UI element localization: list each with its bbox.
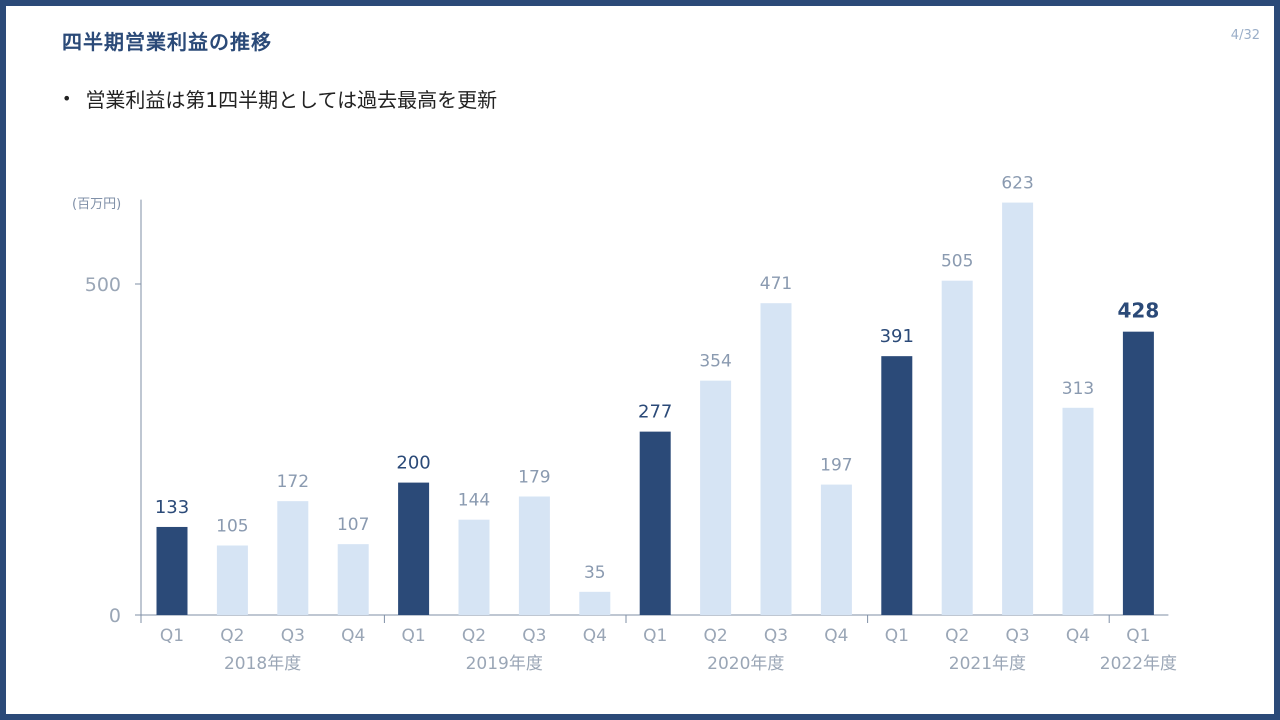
data-label: 313 [1062,379,1094,399]
bar [277,501,309,615]
data-label: 179 [518,468,550,488]
data-label: 133 [155,497,189,518]
bar [216,545,248,615]
bar [1062,407,1094,615]
bar [639,431,671,615]
quarter-label: Q1 [1126,626,1150,646]
data-label: 35 [584,563,606,583]
quarter-label: Q2 [945,626,969,646]
year-label: 2020年度 [707,654,784,674]
quarter-label: Q2 [220,626,244,646]
bar [518,496,550,615]
year-label: 2021年度 [949,654,1026,674]
data-label: 277 [638,402,672,423]
data-label: 471 [760,274,792,294]
bar [156,526,188,615]
data-label: 354 [699,352,731,372]
bar [398,482,430,615]
quarter-label: Q4 [341,626,365,646]
bar [337,544,369,615]
bar [760,303,792,615]
year-label: 2022年度 [1100,654,1177,674]
bar [1122,331,1154,615]
bar [458,519,490,615]
quarter-label: Q1 [643,626,667,646]
bar [820,484,852,615]
quarter-label: Q4 [1066,626,1090,646]
y-tick-label: 0 [109,605,121,627]
data-label: 197 [820,456,852,476]
quarter-label: Q4 [583,626,607,646]
quarter-label: Q1 [401,626,425,646]
bar [579,591,611,615]
bar [700,380,732,615]
quarter-label: Q2 [462,626,486,646]
bar [881,356,913,615]
data-label: 107 [337,515,369,535]
quarter-label: Q1 [160,626,184,646]
data-label: 505 [941,252,973,272]
data-label: 200 [396,453,430,474]
bullet-dot-icon: • [62,89,72,108]
year-label: 2019年度 [466,654,543,674]
quarter-label: Q3 [281,626,305,646]
data-label: 391 [880,326,914,347]
year-label: 2018年度 [224,654,301,674]
bullet-point: • 営業利益は第1四半期としては過去最高を更新 [62,84,497,113]
bar [941,280,973,615]
unit-label: (百万円) [72,197,121,212]
bar [1002,202,1034,615]
data-label: 144 [458,491,490,511]
bullet-text: 営業利益は第1四半期としては過去最高を更新 [85,88,498,112]
quarter-label: Q3 [764,626,788,646]
quarter-label: Q2 [703,626,727,646]
page-title: 四半期営業利益の推移 [62,30,272,54]
data-label: 172 [277,472,309,492]
quarter-label: Q3 [1005,626,1029,646]
data-label: 623 [1001,174,1033,194]
quarter-label: Q1 [885,626,909,646]
y-tick-label: 500 [85,274,121,296]
page-number: 4/32 [1230,28,1260,43]
data-label: 428 [1118,299,1160,323]
quarter-label: Q3 [522,626,546,646]
quarter-label: Q4 [824,626,848,646]
data-label: 105 [216,516,248,536]
